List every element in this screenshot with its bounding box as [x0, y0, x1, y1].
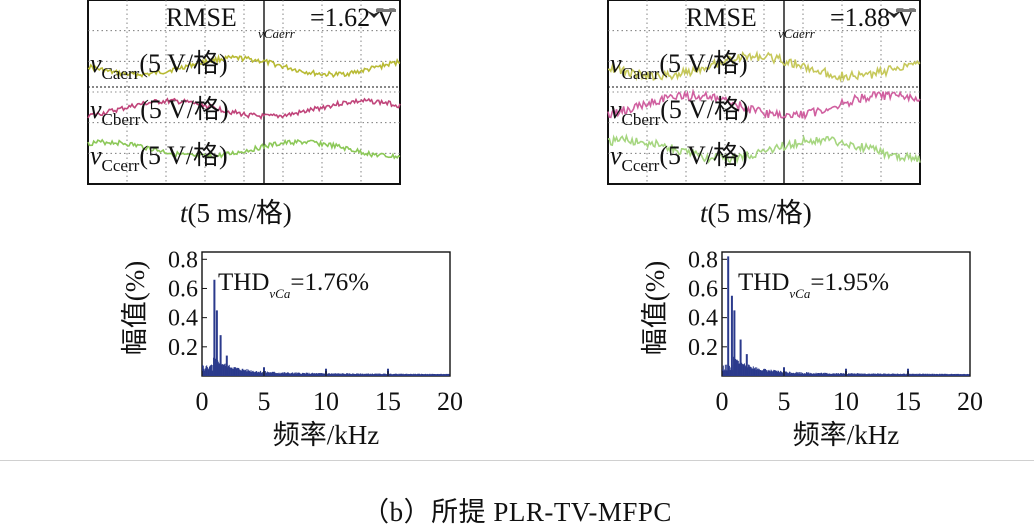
trace-cberr: [607, 88, 921, 121]
rmse-text: RMSE: [686, 3, 757, 32]
x-tick-label: 0: [196, 387, 209, 416]
panel-right: RMSE vCaerr =1.88 V vCaerr(5 V/格) vCberr(5 V…: [590, 0, 1010, 470]
rmse-label: RMSE vCaerr =1.88 V: [686, 3, 915, 41]
x-tick-label: 15: [375, 387, 401, 416]
x-tick-label: 5: [778, 387, 791, 416]
x-tick-label: 10: [313, 387, 339, 416]
spectrum-x-label: 频率/kHz: [273, 420, 379, 450]
rmse-value: =1.88 V: [830, 3, 915, 32]
series-label-ccerr: vCcerr(5 V/格): [90, 141, 228, 175]
trace-cberr: [87, 97, 401, 121]
panel-left: RMSE vCaerr =1.62 V vCaerr(5 V/格) vCberr(5 V…: [70, 0, 490, 470]
trace-caerr: [87, 54, 401, 80]
series-label-cberr: vCberr(5 V/格): [90, 95, 229, 129]
y-tick-label: 0.4: [688, 306, 718, 332]
panel-left-svg: RMSE vCaerr =1.62 V vCaerr(5 V/格) vCberr(5 V…: [87, 0, 463, 450]
spectrum-frame: [201, 251, 451, 377]
scope-logo-icon: [886, 9, 916, 18]
divider-line: [0, 460, 1034, 461]
thd-label: THDvCa=1.95%: [738, 269, 889, 301]
figure-caption: （b）所提 PLR-TV-MFPC: [362, 497, 672, 527]
y-tick-label: 0.6: [168, 276, 198, 302]
y-tick-label: 0.2: [168, 335, 198, 361]
x-tick-label: 20: [957, 387, 983, 416]
trace-ccerr: [87, 138, 401, 160]
trace-caerr: [607, 50, 921, 83]
series-label-ccerr: vCcerr(5 V/格): [610, 141, 748, 175]
spectrum-y-label: 幅值(%): [640, 261, 670, 355]
y-tick-label: 0.6: [688, 276, 718, 302]
y-tick-label: 0.8: [688, 247, 718, 273]
thd-label: THDvCa=1.76%: [218, 269, 369, 301]
spectrum-bars: [722, 256, 971, 376]
x-tick-label: 0: [716, 387, 729, 416]
x-tick-label: 10: [833, 387, 859, 416]
time-axis-label: t(5 ms/格): [180, 198, 292, 228]
y-tick-label: 0.8: [168, 247, 198, 273]
series-label-cberr: vCberr(5 V/格): [610, 95, 749, 129]
x-tick-label: 15: [895, 387, 921, 416]
x-tick-label: 20: [437, 387, 463, 416]
series-label-caerr: vCaerr(5 V/格): [90, 49, 228, 83]
rmse-value: =1.62 V: [310, 3, 395, 32]
rmse-text: RMSE: [166, 3, 237, 32]
panel-right-svg: RMSE vCaerr =1.88 V vCaerr(5 V/格) vCberr(5 V…: [607, 0, 983, 450]
y-tick-label: 0.2: [688, 335, 718, 361]
spectrum-x-label: 频率/kHz: [793, 420, 899, 450]
time-axis-label: t(5 ms/格): [700, 198, 812, 228]
scope-logo-icon: [366, 9, 396, 18]
rmse-subscript: vCaerr: [778, 26, 816, 41]
trace-ccerr: [607, 133, 921, 165]
series-label-caerr: vCaerr(5 V/格): [610, 49, 748, 83]
x-tick-label: 5: [258, 387, 271, 416]
y-tick-label: 0.4: [168, 306, 198, 332]
rmse-label: RMSE vCaerr =1.62 V: [166, 3, 395, 41]
rmse-subscript: vCaerr: [258, 26, 296, 41]
spectrum-bars: [202, 279, 451, 376]
spectrum-y-label: 幅值(%): [120, 261, 150, 355]
